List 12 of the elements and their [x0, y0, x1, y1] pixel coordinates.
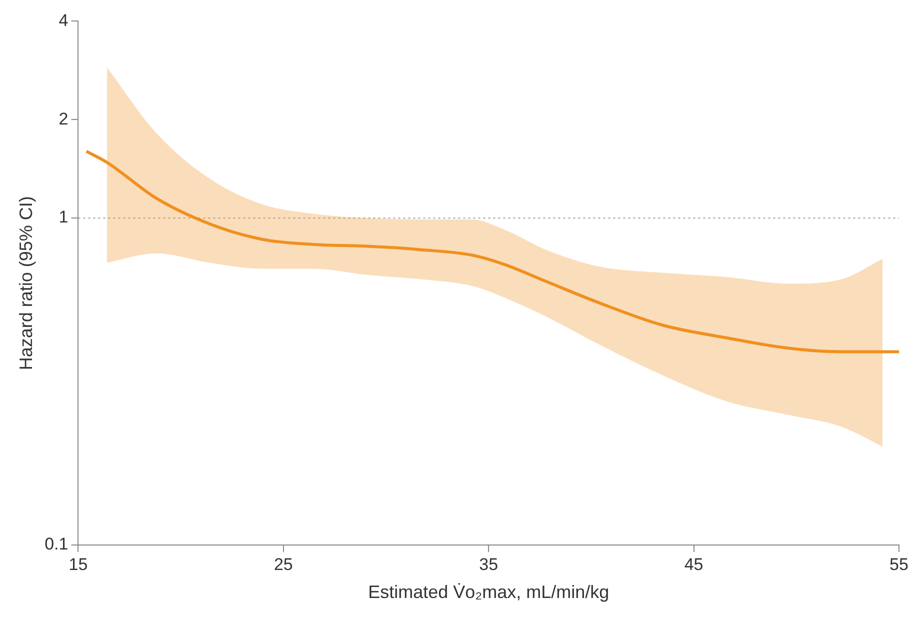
- x-tick-label: 45: [684, 554, 704, 574]
- x-axis-title: Estimated V̇o₂max, mL/min/kg: [368, 582, 610, 602]
- x-tick-label: 55: [890, 554, 908, 574]
- x-tick-label: 35: [479, 554, 498, 574]
- y-tick-label: 4: [58, 10, 68, 30]
- y-tick-label: 0.1: [44, 534, 68, 554]
- y-tick-label: 1: [58, 208, 68, 227]
- y-axis-title: Hazard ratio (95% CI): [16, 196, 36, 370]
- y-tick-label: 2: [58, 109, 68, 128]
- line-series: [84, 150, 899, 354]
- x-tick-label: 25: [274, 554, 293, 574]
- x-tick-label: 15: [68, 554, 88, 574]
